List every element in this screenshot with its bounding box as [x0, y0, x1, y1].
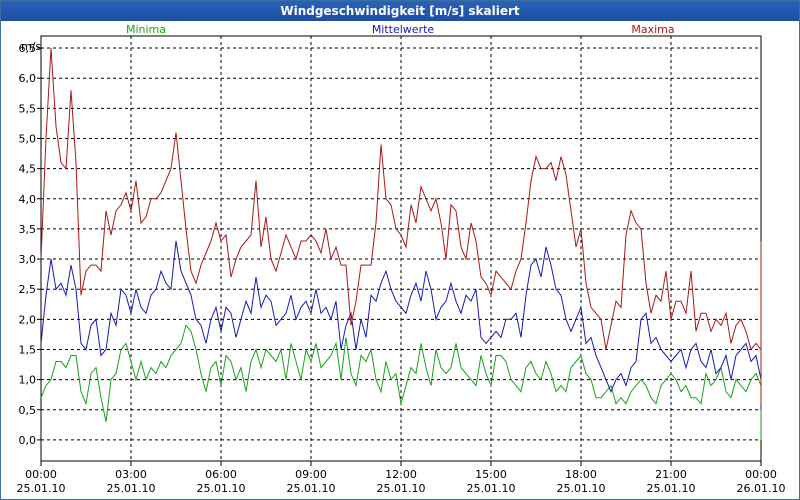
x-tick-time-label: 03:00 — [115, 468, 147, 481]
series-line-minima — [40, 324, 762, 440]
window-title: Windgeschwindigkeit [m/s] skaliert — [1, 1, 799, 21]
y-tick-label: 6,0 — [19, 72, 37, 85]
tick-labels: 0,0 0,5 1,0 1,5 2,0 2,5 3,0 3,5 4,0 4,5 5,0 5,5 6,0 6… — [17, 40, 786, 495]
y-tick-label: 1,0 — [19, 374, 37, 387]
x-tick-time-label: 09:00 — [295, 468, 327, 481]
y-tick-label: 2,5 — [19, 283, 37, 296]
x-tick-time-label: 12:00 — [385, 468, 417, 481]
x-tick-time-label: 00:00 — [25, 468, 57, 481]
series-lines — [40, 48, 762, 440]
x-tick-time-label: 15:00 — [475, 468, 507, 481]
y-tick-label: 4,0 — [19, 193, 37, 206]
x-tick-date-label: 25.01.10 — [17, 482, 66, 495]
y-tick-label: 3,5 — [19, 223, 37, 236]
x-tick-date-label: 25.01.10 — [197, 482, 246, 495]
series-line-maxima — [40, 48, 762, 404]
x-tick-date-label: 25.01.10 — [557, 482, 606, 495]
y-tick-label: 5,0 — [19, 132, 37, 145]
wind-speed-chart: 0,0 0,5 1,0 1,5 2,0 2,5 3,0 3,5 4,0 4,5 5,0 5,5 6,0 6… — [17, 23, 786, 495]
x-tick-time-label: 06:00 — [205, 468, 237, 481]
legend-minima: Minima — [126, 23, 166, 36]
x-tick-date-label: 25.01.10 — [287, 482, 336, 495]
x-tick-date-label: 25.01.10 — [377, 482, 426, 495]
y-tick-label: 3,0 — [19, 253, 37, 266]
y-tick-label: 0,0 — [19, 434, 37, 447]
legend-maxima: Maxima — [631, 23, 674, 36]
axes — [37, 35, 762, 466]
grid-lines — [41, 36, 761, 461]
x-tick-date-label: 25.01.10 — [107, 482, 156, 495]
y-tick-label: 5,5 — [19, 102, 37, 115]
series-line-mittelwerte — [40, 240, 762, 410]
legend: Minima Mittelwerte Maxima — [126, 23, 675, 36]
y-tick-label: 6,5 — [19, 42, 37, 55]
y-tick-label: 0,5 — [19, 404, 37, 417]
y-axis-label: m/s — [21, 40, 41, 53]
x-tick-time-label: 18:00 — [565, 468, 597, 481]
y-tick-label: 4,5 — [19, 163, 37, 176]
legend-mittelwerte: Mittelwerte — [372, 23, 435, 36]
x-tick-time-label: 21:00 — [655, 468, 687, 481]
x-tick-date-label: 25.01.10 — [467, 482, 516, 495]
x-tick-date-label: 25.01.10 — [647, 482, 696, 495]
x-tick-date-label: 26.01.10 — [737, 482, 786, 495]
x-tick-time-label: 00:00 — [745, 468, 777, 481]
y-tick-label: 2,0 — [19, 313, 37, 326]
y-tick-label: 1,5 — [19, 343, 37, 356]
